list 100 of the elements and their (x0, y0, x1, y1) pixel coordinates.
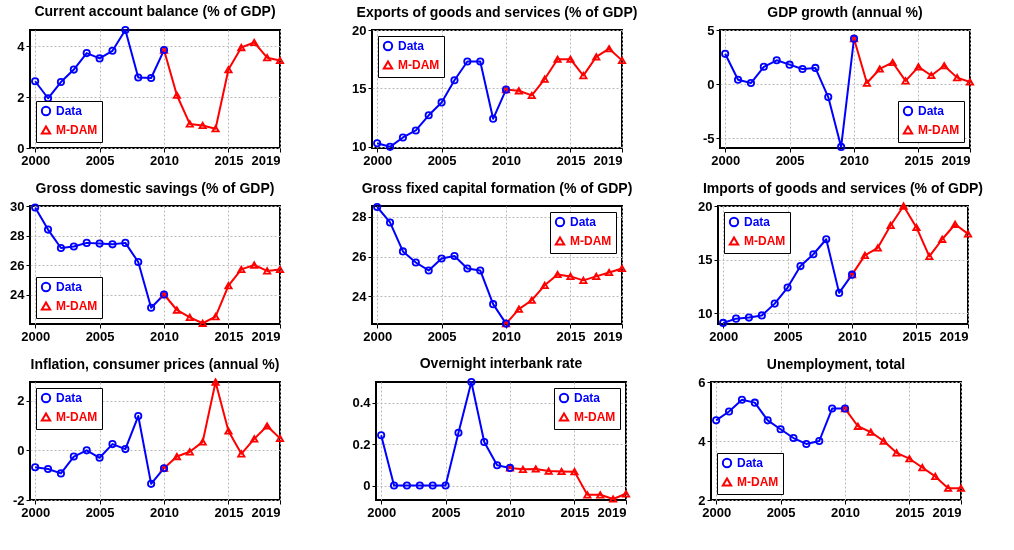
x-tick-label: 2010 (492, 152, 521, 168)
x-tick-label: 2019 (941, 152, 971, 168)
point (835, 288, 844, 297)
point (951, 220, 960, 228)
point (385, 142, 395, 151)
point (609, 495, 618, 503)
y-tick-label: 6 (698, 374, 706, 390)
point (493, 461, 502, 470)
x-tick-label: 2005 (427, 328, 457, 344)
point (914, 63, 923, 71)
point (596, 491, 605, 499)
point (879, 437, 888, 445)
point (592, 53, 601, 61)
point (450, 251, 459, 261)
point (275, 56, 285, 65)
point (121, 238, 130, 247)
point (108, 440, 117, 449)
x-tick-label: 2005 (85, 328, 115, 344)
text: M-DAM (56, 410, 98, 424)
point (224, 65, 233, 74)
x-tick-label: 2015 (556, 328, 586, 344)
point (385, 218, 395, 227)
legend-label: M-DAM (918, 123, 960, 137)
x-tick-label: 2005 (773, 328, 803, 344)
point (802, 439, 811, 449)
point (918, 463, 927, 472)
point (454, 428, 463, 437)
legend-label: Data (574, 391, 601, 405)
point (95, 239, 104, 248)
point (811, 63, 820, 72)
y-tick-label: 24 (352, 288, 368, 304)
legend-label: M-DAM (744, 234, 786, 248)
point (147, 479, 156, 488)
point (940, 62, 949, 70)
legend-label: Data (918, 104, 945, 118)
point (275, 434, 285, 443)
point (925, 252, 934, 261)
point (763, 416, 772, 425)
point (938, 235, 947, 243)
legend-label: Data (737, 456, 764, 470)
point (402, 481, 411, 490)
x-tick-label: 2000 (21, 328, 51, 344)
point (428, 481, 437, 490)
y-tick-label: 0 (17, 442, 25, 458)
point (750, 398, 759, 407)
point (411, 126, 420, 135)
y-tick-label: 4 (17, 38, 26, 54)
point (828, 404, 837, 413)
point (514, 305, 523, 313)
x-tick-label: 2019 (251, 504, 281, 520)
chart-title: Imports of goods and services (% of GDP) (702, 179, 984, 196)
y-tick-label: 28 (10, 228, 25, 243)
point (796, 262, 805, 271)
point (531, 465, 540, 473)
x-tick-label: 2015 (214, 504, 244, 520)
point (389, 481, 399, 490)
point (224, 427, 233, 435)
x-tick-label: 2015 (556, 152, 586, 168)
point (866, 428, 875, 436)
point (224, 282, 233, 290)
chart-title: GDP growth (annual %) (767, 4, 923, 20)
point (514, 87, 523, 95)
x-tick-label: 2000 (367, 504, 397, 520)
point (95, 453, 104, 462)
point (557, 467, 566, 476)
chart-title: Overnight interbank rate (419, 355, 583, 372)
point (579, 71, 588, 80)
x-tick-label: 2019 (932, 504, 962, 520)
x-tick-label: 2005 (431, 504, 461, 520)
x-tick-label: 2005 (766, 504, 796, 520)
point (95, 54, 104, 63)
point (250, 435, 259, 443)
y-tick-label: 24 (10, 287, 26, 302)
point (912, 223, 921, 232)
point (69, 452, 78, 461)
point (931, 472, 940, 481)
x-tick-label: 2005 (775, 152, 805, 168)
x-tick-label: 2019 (593, 328, 623, 344)
point (888, 58, 897, 67)
point (965, 78, 975, 86)
point (134, 257, 143, 267)
point (785, 60, 794, 69)
y-tick-label: -5 (702, 130, 715, 146)
point (944, 484, 953, 492)
x-tick-label: 2015 (214, 328, 244, 344)
x-tick-label: 2019 (597, 504, 627, 520)
point (56, 469, 65, 478)
point (211, 125, 220, 133)
point (901, 77, 910, 85)
chart-title: Unemployment, total (766, 356, 906, 372)
point (237, 43, 246, 52)
point (724, 407, 734, 416)
point (211, 378, 220, 386)
point (759, 62, 768, 71)
y-tick-label: 2 (17, 393, 25, 409)
chart-title: Inflation, consumer prices (annual %) (30, 355, 280, 372)
x-tick-label: 2015 (904, 152, 934, 168)
point (437, 98, 446, 107)
point (108, 46, 117, 55)
point (733, 75, 743, 84)
